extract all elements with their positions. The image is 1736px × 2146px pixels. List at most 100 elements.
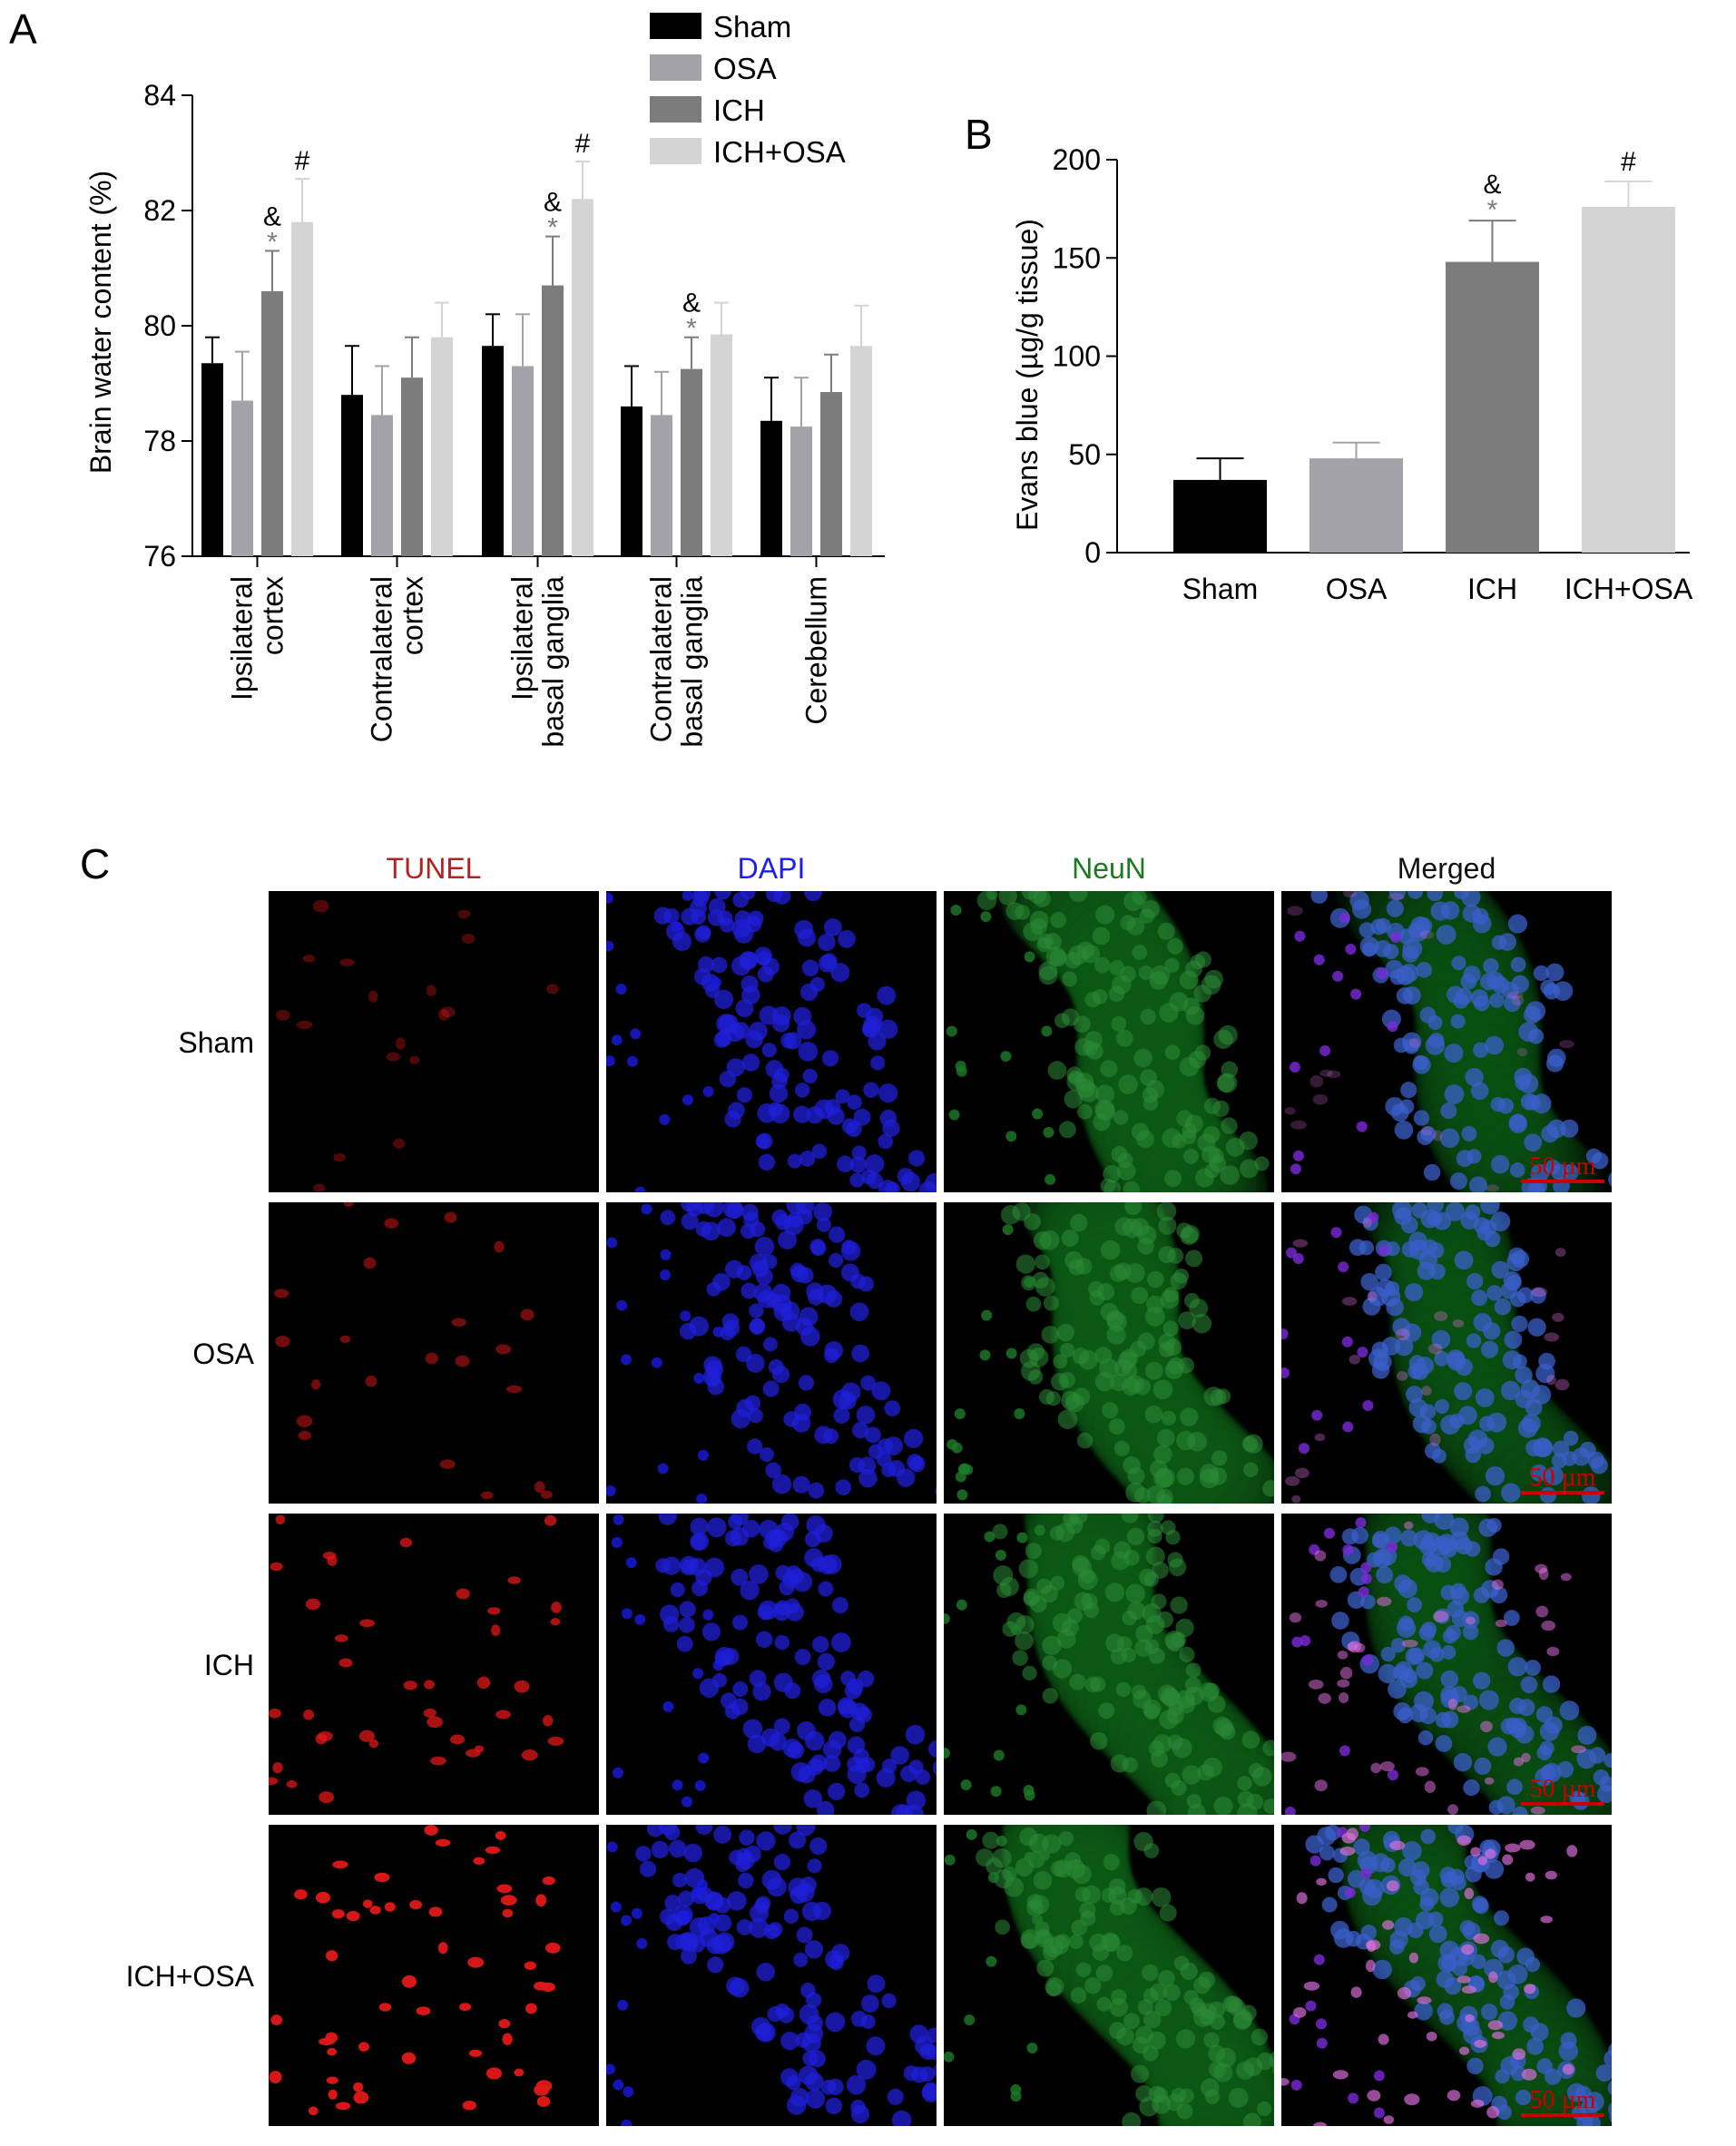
chart-a-significance-mark: * <box>267 227 278 257</box>
chart-a-significance-mark: # <box>295 146 310 176</box>
chart-a-bar <box>201 363 223 556</box>
row-label: ICH <box>204 1649 254 1681</box>
chart-a-category-label: cortex <box>397 576 429 655</box>
chart-a-bar <box>401 377 423 556</box>
chart-a-legend: Sham OSA ICH ICH+OSA <box>650 10 846 169</box>
micrograph-osa-merged: 50 µm <box>1281 1202 1612 1504</box>
chart-a-significance-mark: * <box>686 314 697 344</box>
chart-a-bar <box>371 415 393 556</box>
chart-b-bar <box>1309 458 1403 553</box>
chart-b-significance-mark: # <box>1621 147 1636 177</box>
chart-a-bar <box>231 400 253 556</box>
micrograph-ich-tunel <box>269 1514 599 1815</box>
chart-b-y-tick-label: 100 <box>1053 340 1101 373</box>
chart-a-significance-mark: # <box>575 129 591 159</box>
micrograph-ich-osa-merged: 50 µm <box>1281 1825 1612 2126</box>
column-header: TUNEL <box>387 852 482 885</box>
chart-a-y-tick-label: 78 <box>143 425 176 457</box>
scale-bar-label: 50 µm <box>1530 1464 1596 1492</box>
row-label: OSA <box>192 1338 254 1370</box>
micrograph-osa-tunel <box>269 1202 599 1504</box>
chart-a-category-label: basal ganglia <box>537 576 570 748</box>
column-header: Merged <box>1398 852 1496 885</box>
chart-a-y-tick-label: 76 <box>143 540 176 573</box>
micrograph-ich-neun <box>944 1514 1274 1815</box>
chart-b-y-tick-label: 0 <box>1084 536 1101 569</box>
chart-a-bar <box>651 415 672 556</box>
chart-a-significance-mark: & <box>682 289 701 318</box>
chart-b-bar <box>1173 479 1267 553</box>
scale-bar-label: 50 µm <box>1530 1152 1596 1181</box>
scale-bar-label: 50 µm <box>1530 2086 1596 2114</box>
chart-a-legend-swatch <box>650 138 701 164</box>
chart-b-bar <box>1446 261 1539 553</box>
chart-a-bar <box>621 406 642 556</box>
chart-b-bar <box>1582 206 1675 553</box>
micrograph-ich-dapi <box>606 1514 937 1815</box>
chart-a-bar <box>820 392 842 556</box>
micrograph-osa-neun <box>944 1202 1274 1504</box>
chart-a-y-tick-label: 82 <box>143 194 176 227</box>
chart-a-category-label: Cerebellum <box>800 576 833 725</box>
micrograph-sham-merged: 50 µm <box>1281 891 1612 1192</box>
chart-b: Evans blue (µg/g tissue) 0 50 100 150 200 Sha… <box>1011 143 1693 605</box>
chart-a: Brain water content (%) 76 78 80 82 84 Ipsila… <box>84 79 885 748</box>
row-label: Sham <box>178 1026 254 1059</box>
chart-a-significance-mark: & <box>263 201 281 231</box>
chart-b-significance-mark: * <box>1487 195 1498 225</box>
column-header: DAPI <box>738 852 806 885</box>
scale-bar-label: 50 µm <box>1530 1775 1596 1803</box>
chart-a-legend-swatch <box>650 96 701 122</box>
micrograph-sham-neun <box>944 891 1274 1192</box>
micrograph-ich-merged: 50 µm <box>1281 1514 1612 1815</box>
chart-a-category-label: Ipsilateral <box>226 576 259 701</box>
chart-a-bar <box>291 221 313 556</box>
chart-a-ylabel: Brain water content (%) <box>84 171 117 474</box>
micrograph-ich-osa-neun <box>944 1825 1274 2126</box>
chart-a-significance-mark: & <box>544 188 562 218</box>
chart-a-category-label: cortex <box>257 576 289 655</box>
microscopy-panel: TUNEL DAPI NeuN Merged Sham OSA ICH ICH+OSA 50 µ… <box>126 852 1612 2126</box>
chart-a-bar <box>261 290 283 556</box>
chart-b-significance-mark: & <box>1483 170 1501 200</box>
chart-a-legend-label: ICH+OSA <box>713 135 846 169</box>
chart-a-bar <box>681 368 702 556</box>
chart-a-legend-label: Sham <box>713 10 791 44</box>
chart-a-legend-label: OSA <box>713 52 777 85</box>
row-label: ICH+OSA <box>126 1960 255 1993</box>
chart-b-y-tick-label: 200 <box>1053 143 1101 176</box>
chart-a-category-label: Contralateral <box>366 576 398 742</box>
chart-a-bar <box>711 334 732 556</box>
chart-a-bar <box>572 199 593 557</box>
chart-a-category-label: Contralateral <box>645 576 678 742</box>
panel-b-label: B <box>965 111 993 158</box>
chart-a-bar <box>850 346 872 556</box>
micrograph-osa-dapi <box>606 1202 937 1504</box>
chart-b-category-label: ICH <box>1467 573 1517 605</box>
chart-a-bar <box>760 420 782 556</box>
chart-a-bar <box>542 285 564 556</box>
chart-b-category-label: ICH+OSA <box>1564 573 1693 605</box>
chart-a-legend-swatch <box>650 13 701 39</box>
chart-b-category-label: Sham <box>1182 573 1259 605</box>
chart-a-y-tick-label: 84 <box>143 79 176 112</box>
chart-b-y-tick-label: 150 <box>1053 241 1101 274</box>
chart-a-legend-swatch <box>650 54 701 81</box>
micrograph-sham-tunel <box>269 891 599 1192</box>
panel-c-label: C <box>80 840 110 887</box>
panel-a-label: A <box>9 5 37 53</box>
chart-a-bar <box>341 395 363 556</box>
chart-a-legend-label: ICH <box>713 93 765 127</box>
chart-a-category-label: basal ganglia <box>676 576 709 748</box>
chart-b-y-tick-label: 50 <box>1068 438 1101 471</box>
column-header: NeuN <box>1072 852 1146 885</box>
chart-a-bar <box>482 346 504 556</box>
chart-b-ylabel: Evans blue (µg/g tissue) <box>1011 219 1044 531</box>
chart-a-bar <box>790 426 812 556</box>
chart-a-bar <box>431 337 453 556</box>
chart-a-category-label: Ipsilateral <box>506 576 539 701</box>
chart-a-y-tick-label: 80 <box>143 309 176 342</box>
micrograph-ich-osa-tunel <box>269 1825 599 2126</box>
micrograph-ich-osa-dapi <box>606 1825 937 2126</box>
